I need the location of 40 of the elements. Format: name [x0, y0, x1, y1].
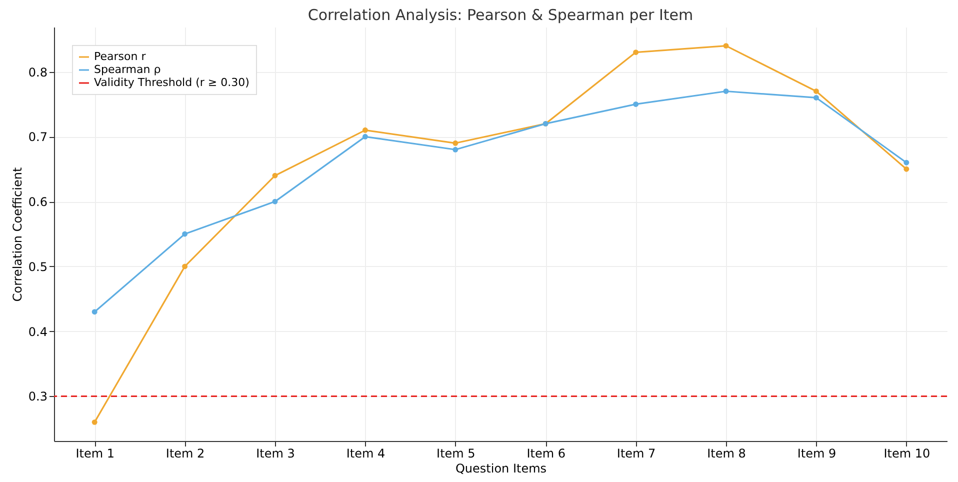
x-tick-label: Item 2 — [166, 446, 205, 460]
point — [92, 309, 98, 315]
y-tick-label: 0.3 — [28, 390, 48, 404]
point — [813, 88, 819, 94]
point — [92, 419, 98, 425]
x-tick-label: Item 8 — [707, 446, 746, 460]
x-tick-label: Item 10 — [884, 446, 930, 460]
x-tick-label: Item 5 — [436, 446, 476, 460]
point — [723, 88, 729, 94]
legend-label: Pearson r — [94, 50, 146, 63]
point — [362, 127, 368, 133]
point — [182, 231, 188, 237]
x-axis-title: Question Items — [455, 462, 547, 476]
y-tick-label: 0.6 — [28, 195, 48, 210]
point — [904, 166, 910, 172]
y-tick-label: 0.8 — [28, 65, 48, 80]
point — [362, 134, 368, 140]
x-tick-label: Item 6 — [526, 446, 566, 460]
legend-label: Spearman ρ — [94, 63, 161, 76]
x-tick-label: Item 3 — [256, 446, 295, 460]
legend-label: Validity Threshold (r ≥ 0.30) — [94, 76, 250, 89]
point — [452, 146, 458, 152]
point — [904, 160, 910, 166]
y-tick-label: 0.4 — [28, 324, 48, 339]
x-tick-label: Item 9 — [797, 446, 836, 460]
y-tick-label: 0.5 — [28, 260, 48, 274]
point — [182, 264, 188, 270]
x-tick-label: Item 7 — [616, 446, 656, 460]
point — [723, 43, 729, 49]
y-tick-label: 0.7 — [28, 130, 48, 144]
point — [452, 140, 458, 146]
point — [272, 198, 278, 204]
point — [633, 101, 639, 107]
x-tick-label: Item 4 — [346, 446, 386, 460]
chart-title: Correlation Analysis: Pearson & Spearman per Item — [308, 6, 694, 24]
x-tick-label: Item 1 — [76, 446, 114, 460]
y-axis-title: Correlation Coefficient — [10, 167, 24, 302]
point — [272, 172, 278, 178]
point — [813, 94, 819, 100]
point — [633, 50, 639, 56]
